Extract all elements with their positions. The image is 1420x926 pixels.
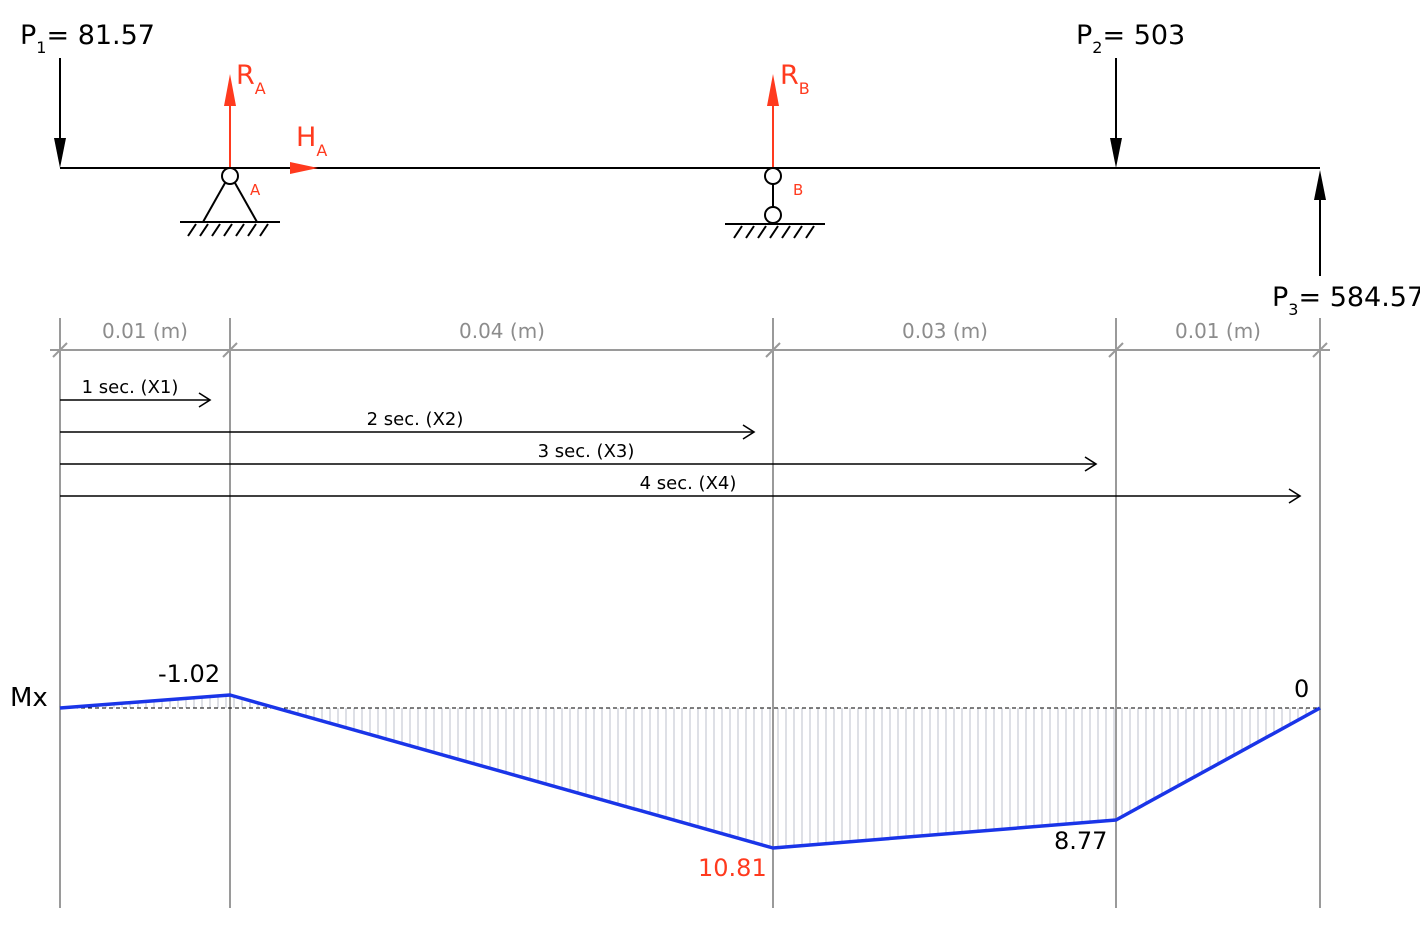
- span-label-3: 0.03 (m): [902, 319, 988, 343]
- reaction-rb-arrow: [767, 74, 779, 168]
- load-p1-arrow: [54, 58, 66, 168]
- reaction-rb-label: RB: [780, 60, 810, 98]
- moment-value-end: 0: [1294, 675, 1309, 703]
- support-a-label: A: [250, 181, 261, 199]
- span-label-2: 0.04 (m): [459, 319, 545, 343]
- load-p1-label: P1= 81.57: [20, 20, 155, 57]
- load-p3-arrow: [1314, 170, 1326, 276]
- support-b-roller: [725, 167, 825, 239]
- section-1-label: 1 sec. (X1): [82, 377, 179, 398]
- load-p3-label: P3= 584.57: [1272, 282, 1420, 319]
- support-b-label: B: [793, 181, 803, 199]
- section-3-arrow: [60, 456, 1098, 472]
- moment-value-a: -1.02: [158, 660, 220, 688]
- moment-hatching: [89, 695, 1315, 848]
- section-2-label: 2 sec. (X2): [367, 409, 464, 430]
- grid-lines: [59, 318, 1321, 908]
- span-label-4: 0.01 (m): [1175, 319, 1261, 343]
- section-1-arrow: [60, 392, 212, 408]
- moment-curve: [59, 693, 1321, 850]
- moment-value-p2: 8.77: [1054, 827, 1107, 855]
- section-2-arrow: [60, 424, 756, 440]
- span-label-1: 0.01 (m): [102, 319, 188, 343]
- moment-axis-label: Mx: [10, 683, 48, 713]
- reaction-ha-arrow: [290, 162, 318, 174]
- load-p2-arrow: [1110, 58, 1122, 168]
- dimension-line: [50, 342, 1330, 358]
- reaction-ha-label: HA: [296, 122, 327, 160]
- load-p2-label: P2= 503: [1076, 20, 1185, 57]
- section-3-label: 3 sec. (X3): [538, 441, 635, 462]
- reaction-ra-arrow: [224, 74, 236, 168]
- reaction-ra-label: RA: [236, 60, 266, 98]
- moment-value-b: 10.81: [698, 854, 767, 882]
- support-a-pin: [180, 167, 280, 237]
- section-4-label: 4 sec. (X4): [640, 473, 737, 494]
- section-4-arrow: [60, 488, 1302, 504]
